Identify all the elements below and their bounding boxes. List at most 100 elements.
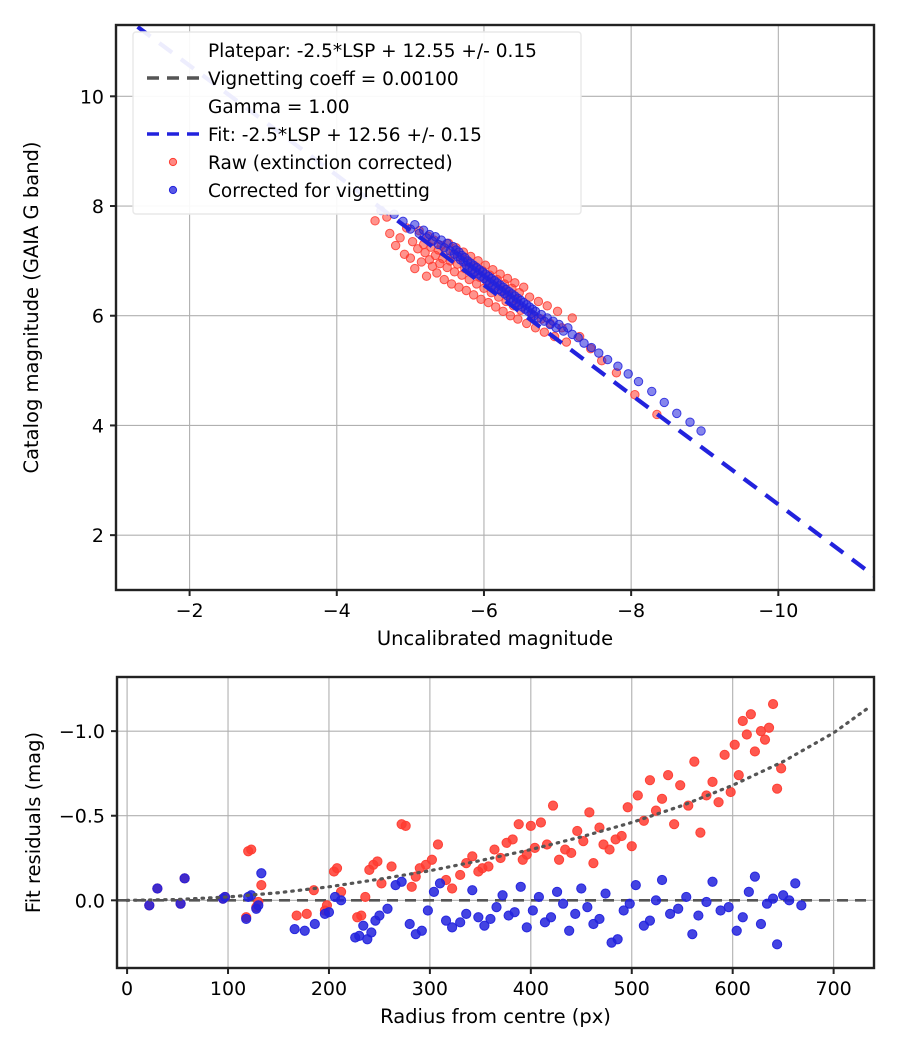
x-tick-label: −6 bbox=[470, 600, 498, 622]
data-point bbox=[772, 939, 783, 950]
data-point bbox=[515, 881, 526, 892]
data-point bbox=[356, 910, 367, 921]
data-point bbox=[650, 895, 662, 906]
data-point bbox=[545, 912, 557, 923]
x-tick-label: 700 bbox=[815, 978, 851, 1000]
data-point bbox=[498, 306, 508, 317]
data-point bbox=[406, 881, 417, 892]
data-point bbox=[535, 817, 547, 828]
data-point bbox=[737, 715, 748, 727]
data-point bbox=[372, 856, 383, 867]
data-point bbox=[289, 923, 300, 935]
data-point bbox=[446, 883, 458, 894]
data-point bbox=[687, 929, 698, 940]
legend-label: Fit: -2.5*LSP + 12.56 +/- 0.15 bbox=[208, 125, 482, 146]
axes-fit-residuals-vs-radius: 0 100 200 300 400 500 600 700 0.0 −0.5 −1.0 Radius … bbox=[22, 675, 876, 1028]
data-point bbox=[410, 263, 420, 274]
data-point bbox=[681, 891, 692, 903]
data-point bbox=[405, 253, 416, 263]
data-point bbox=[763, 722, 775, 733]
data-point bbox=[745, 709, 756, 720]
data-point bbox=[491, 901, 502, 913]
data-point bbox=[632, 790, 643, 801]
x-tick-label: −2 bbox=[176, 600, 204, 622]
x-tick-label: 500 bbox=[614, 978, 650, 1000]
data-point bbox=[665, 908, 676, 919]
data-point bbox=[256, 868, 267, 879]
data-point bbox=[410, 871, 421, 882]
data-point bbox=[455, 917, 466, 928]
data-point bbox=[784, 895, 795, 906]
axes-frame bbox=[114, 23, 876, 592]
data-point bbox=[602, 354, 613, 365]
y-tick-label: 8 bbox=[92, 196, 104, 218]
data-point bbox=[468, 290, 479, 300]
data-layer-fit-residuals-vs-radius bbox=[117, 698, 874, 950]
data-point bbox=[446, 922, 458, 933]
data-point bbox=[513, 314, 523, 324]
axes-frame bbox=[115, 675, 876, 970]
data-point bbox=[374, 910, 385, 921]
data-point bbox=[656, 793, 668, 804]
data-point bbox=[561, 337, 572, 347]
data-point bbox=[386, 861, 397, 872]
data-point bbox=[491, 302, 501, 312]
legend-box bbox=[132, 31, 582, 215]
data-point bbox=[600, 888, 611, 899]
data-point bbox=[521, 922, 532, 933]
data-point bbox=[396, 876, 407, 887]
data-point bbox=[152, 883, 163, 894]
data-point bbox=[567, 313, 577, 323]
data-point bbox=[488, 264, 498, 275]
data-point bbox=[719, 749, 730, 760]
y-tick-label: −1.0 bbox=[59, 721, 105, 743]
data-point bbox=[644, 775, 656, 786]
data-point bbox=[755, 918, 767, 930]
fit-line bbox=[131, 25, 874, 578]
data-point bbox=[519, 282, 529, 292]
data-point bbox=[461, 908, 472, 919]
data-point bbox=[473, 912, 484, 923]
data-point bbox=[335, 895, 347, 906]
axes-photometry-calibration: −2 −4 −6 −8 −10 2 4 6 8 10 Uncalibrated magnitude C… bbox=[20, 23, 876, 650]
data-point bbox=[584, 807, 595, 818]
data-point bbox=[576, 883, 587, 894]
data-point bbox=[455, 869, 466, 881]
x-tick-label: −8 bbox=[617, 600, 645, 622]
data-point bbox=[416, 257, 427, 267]
data-point bbox=[533, 296, 544, 307]
legend-handle-corrected-marker bbox=[168, 185, 178, 195]
data-point bbox=[421, 271, 432, 281]
data-point bbox=[395, 233, 405, 243]
data-point bbox=[385, 228, 395, 239]
data-point bbox=[563, 323, 573, 333]
x-tick-label: −10 bbox=[758, 600, 798, 622]
x-axis-title: Radius from centre (px) bbox=[380, 1005, 611, 1028]
data-point bbox=[695, 827, 706, 838]
data-point bbox=[685, 417, 695, 427]
data-point bbox=[246, 844, 257, 855]
data-point bbox=[588, 858, 599, 869]
legend-label: Corrected for vignetting bbox=[208, 181, 430, 202]
data-point bbox=[725, 786, 736, 798]
data-point bbox=[256, 879, 267, 891]
data-point bbox=[776, 763, 787, 774]
y-axis-title: Fit residuals (mag) bbox=[22, 732, 45, 913]
series-corrected bbox=[144, 868, 807, 950]
data-point bbox=[241, 913, 252, 925]
legend: Platepar: -2.5*LSP + 12.55 +/- 0.15 Vigne… bbox=[132, 31, 582, 215]
data-point bbox=[553, 854, 565, 865]
data-point bbox=[467, 851, 478, 862]
data-point bbox=[672, 408, 682, 419]
x-tick-label: 0 bbox=[121, 978, 133, 1000]
y-tick-label: 0.0 bbox=[75, 890, 105, 912]
data-layer-photometry-calibration bbox=[131, 25, 874, 578]
data-point bbox=[729, 739, 740, 750]
data-point bbox=[554, 319, 564, 330]
data-point bbox=[612, 934, 623, 945]
data-point bbox=[422, 905, 433, 916]
data-point bbox=[301, 908, 312, 919]
data-point bbox=[759, 734, 771, 745]
data-point bbox=[483, 861, 494, 872]
